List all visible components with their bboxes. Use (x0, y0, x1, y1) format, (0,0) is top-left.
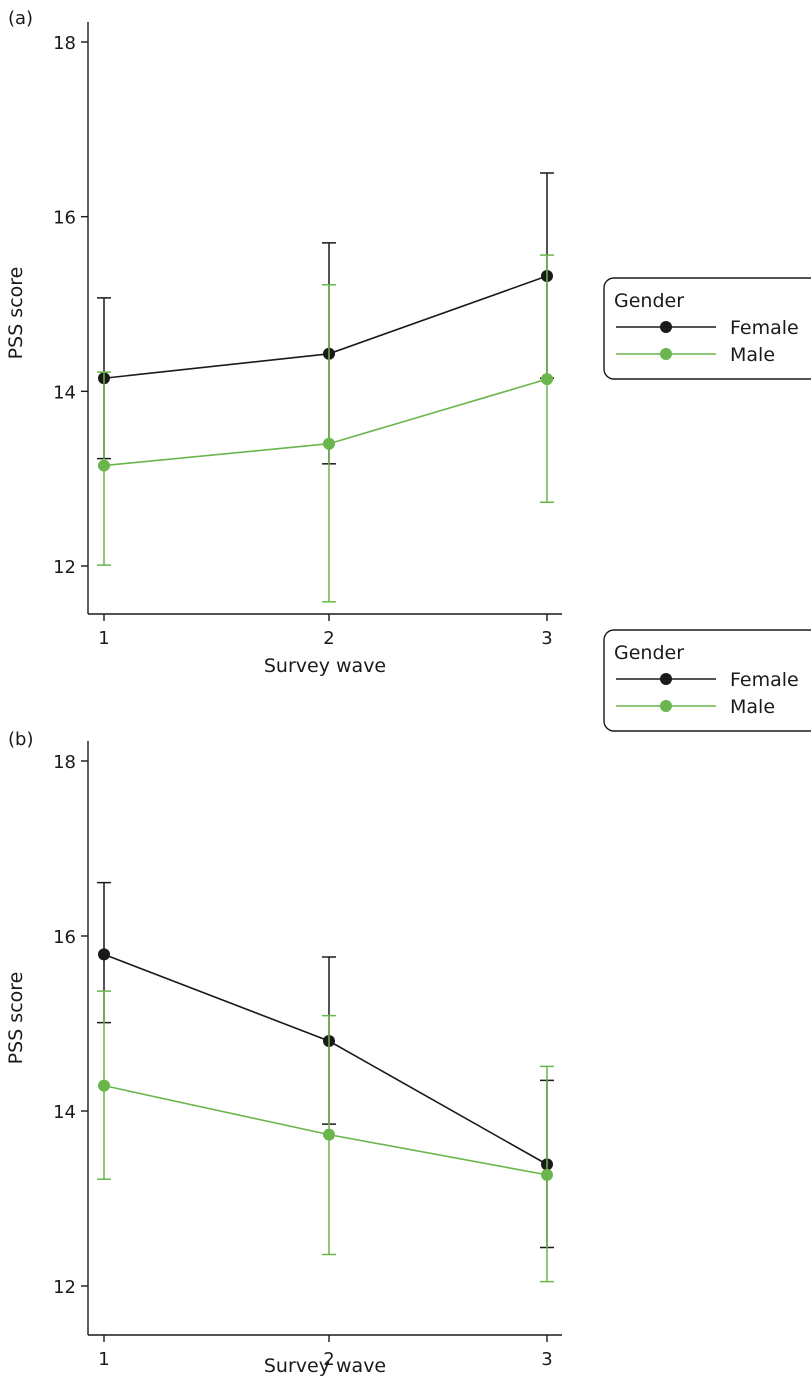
legend-item-male: Male (616, 344, 775, 366)
x-tick-label: 3 (541, 1349, 552, 1370)
legend-label: Female (730, 317, 799, 339)
series-line (103, 378, 548, 467)
data-point (98, 948, 110, 961)
legend-swatch-marker (660, 673, 672, 685)
legend-swatch-marker (660, 700, 672, 712)
legend-label: Female (730, 669, 799, 691)
legend-title: Gender (614, 290, 684, 312)
data-point (98, 1079, 110, 1092)
x-tick-label: 2 (323, 1349, 334, 1370)
x-tick-label: 3 (541, 628, 552, 649)
data-point (98, 459, 110, 472)
series-male (97, 990, 554, 1283)
x-axis-label: Survey wave (264, 655, 386, 677)
x-tick-label: 2 (323, 628, 334, 649)
data-point (541, 1168, 553, 1181)
legend-label: Male (730, 696, 775, 718)
legend-item-female: Female (616, 317, 799, 339)
y-tick-label: 18 (53, 752, 76, 773)
legend-item-female: Female (616, 669, 799, 691)
panel-label: (b) (8, 729, 33, 750)
data-point (541, 373, 553, 386)
series-line (103, 275, 548, 380)
series-female (97, 172, 554, 465)
series-male (97, 254, 554, 603)
legend-label: Male (730, 344, 775, 366)
legend-title: Gender (614, 642, 684, 664)
data-point (323, 437, 335, 450)
panel-label: (a) (8, 8, 33, 29)
legend-swatch-marker (660, 348, 672, 360)
y-tick-label: 14 (53, 1102, 76, 1123)
x-tick-label: 1 (98, 628, 109, 649)
y-axis-label: PSS score (5, 972, 27, 1065)
x-tick-label: 1 (98, 1349, 109, 1370)
y-tick-label: 18 (53, 33, 76, 54)
legend: Gender Female Male (603, 629, 811, 732)
y-axis-label: PSS score (5, 267, 27, 360)
data-point (323, 1128, 335, 1141)
y-tick-label: 12 (53, 1277, 76, 1298)
y-tick-label: 14 (53, 382, 76, 403)
legend-swatch-marker (660, 321, 672, 333)
legend-item-male: Male (616, 696, 775, 718)
y-tick-label: 16 (53, 927, 76, 948)
series-female (97, 881, 554, 1249)
y-tick-label: 16 (53, 208, 76, 229)
x-axis-label: Survey wave (264, 1355, 386, 1377)
y-tick-label: 12 (53, 557, 76, 578)
legend: Gender Female Male (603, 277, 811, 380)
